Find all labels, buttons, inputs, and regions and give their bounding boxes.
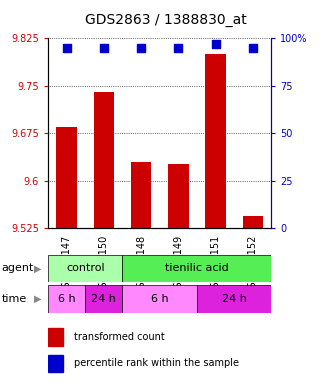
Bar bbox=[243, 216, 263, 228]
Point bbox=[250, 45, 256, 51]
Bar bbox=[48, 285, 85, 313]
Point bbox=[176, 45, 181, 51]
Text: 6 h: 6 h bbox=[151, 294, 168, 304]
Text: agent: agent bbox=[2, 263, 34, 273]
Bar bbox=[131, 162, 151, 228]
Bar bbox=[94, 92, 114, 228]
Text: transformed count: transformed count bbox=[74, 332, 165, 342]
Bar bbox=[48, 328, 63, 346]
Text: tienilic acid: tienilic acid bbox=[165, 263, 229, 273]
Point bbox=[64, 45, 69, 51]
Text: 24 h: 24 h bbox=[222, 294, 247, 304]
Text: percentile rank within the sample: percentile rank within the sample bbox=[74, 358, 239, 368]
Text: ▶: ▶ bbox=[34, 263, 42, 273]
Bar bbox=[48, 355, 63, 372]
Bar bbox=[56, 127, 77, 228]
Bar bbox=[48, 255, 122, 282]
Bar bbox=[197, 285, 271, 313]
Text: ▶: ▶ bbox=[34, 294, 42, 304]
Bar bbox=[122, 255, 271, 282]
Text: time: time bbox=[2, 294, 27, 304]
Text: 24 h: 24 h bbox=[91, 294, 116, 304]
Bar bbox=[205, 54, 226, 228]
Bar bbox=[122, 285, 197, 313]
Point bbox=[101, 45, 107, 51]
Bar bbox=[85, 285, 122, 313]
Text: 6 h: 6 h bbox=[58, 294, 75, 304]
Point bbox=[213, 41, 218, 47]
Text: control: control bbox=[66, 263, 105, 273]
Bar bbox=[168, 164, 189, 228]
Text: GDS2863 / 1388830_at: GDS2863 / 1388830_at bbox=[85, 13, 246, 27]
Point bbox=[138, 45, 144, 51]
